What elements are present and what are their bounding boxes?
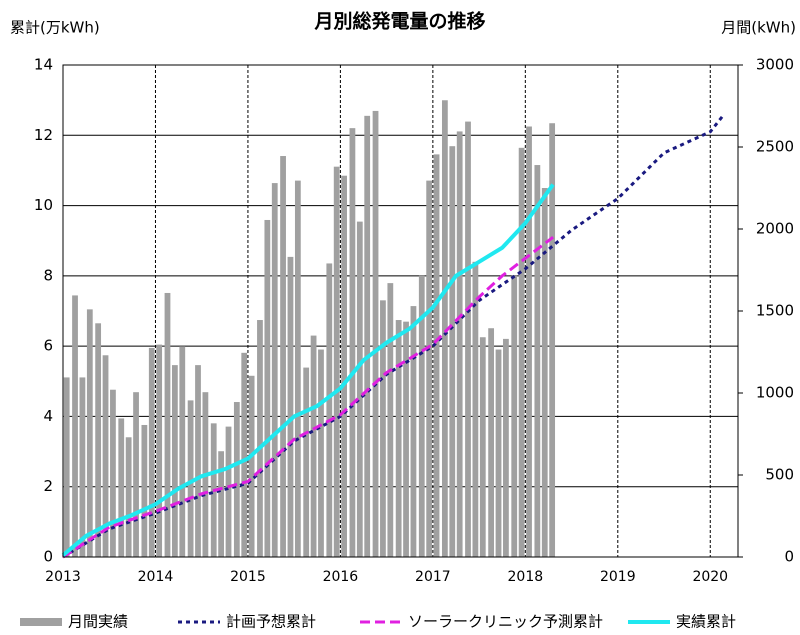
- bar: [133, 392, 139, 557]
- y-tick-label: 4: [43, 407, 53, 425]
- bar: [541, 188, 548, 557]
- y-tick-label: 10: [34, 196, 53, 214]
- bar: [86, 309, 93, 557]
- bar: [333, 166, 340, 557]
- bar: [95, 323, 102, 557]
- bar: [125, 437, 132, 557]
- bar: [403, 321, 409, 557]
- bar: [264, 219, 271, 558]
- y-tick-label: 12: [34, 126, 53, 144]
- bar: [318, 349, 324, 557]
- chart-title: 月別総発電量の推移: [313, 10, 485, 33]
- legend-label: ソーラークリニック予測累計: [408, 613, 603, 631]
- bar: [395, 320, 402, 557]
- bar: [372, 110, 379, 558]
- bar: [488, 328, 495, 557]
- x-tick-label: 2015: [230, 569, 266, 585]
- bar: [426, 180, 433, 557]
- bar: [118, 418, 125, 557]
- y2-tick-label: 2500: [756, 138, 794, 156]
- bar: [225, 426, 232, 557]
- x-tick-label: 2019: [600, 569, 636, 585]
- legend-swatch: [20, 618, 62, 626]
- bar: [241, 352, 248, 557]
- y2-tick-label: 3000: [756, 56, 794, 74]
- x-tick-label: 2020: [692, 569, 728, 585]
- bar: [364, 115, 371, 557]
- y2-tick-label: 1500: [756, 302, 794, 320]
- bar: [187, 400, 194, 557]
- bar: [495, 349, 502, 557]
- y2-tick-label: 0: [784, 548, 794, 566]
- bar: [195, 365, 201, 557]
- x-tick-label: 2017: [415, 569, 451, 585]
- y2-axis-label: 月間(kWh): [721, 19, 796, 37]
- bar: [526, 126, 532, 557]
- legend-label: 月間実績: [68, 613, 128, 631]
- line: [61, 183, 555, 557]
- bar: [456, 131, 463, 558]
- bar: [164, 292, 171, 557]
- y2-tick-label: 1000: [756, 384, 794, 402]
- bar: [503, 338, 509, 557]
- y2-tick-label: 2000: [756, 220, 794, 238]
- bar: [171, 365, 178, 557]
- bar: [271, 183, 278, 557]
- legend-label: 実績累計: [676, 613, 736, 631]
- bar: [79, 377, 86, 557]
- x-tick-label: 2016: [323, 569, 359, 585]
- bar: [310, 335, 317, 557]
- bar: [410, 306, 417, 557]
- line: [62, 236, 554, 559]
- y-tick-label: 0: [43, 548, 53, 566]
- y-tick-label: 2: [43, 477, 53, 495]
- bar: [511, 275, 518, 557]
- bar: [465, 121, 471, 557]
- plot-frame: [62, 64, 739, 558]
- y-tick-label: 6: [43, 337, 53, 355]
- bar: [549, 123, 556, 557]
- bar: [294, 180, 301, 557]
- bar: [218, 451, 225, 557]
- legend-label: 計画予想累計: [226, 613, 316, 631]
- bar: [280, 156, 286, 557]
- x-tick-label: 2014: [138, 569, 174, 585]
- bar: [141, 424, 148, 557]
- bar: [102, 355, 109, 557]
- bar: [518, 147, 525, 557]
- bar: [387, 283, 394, 557]
- bar: [156, 344, 163, 557]
- bar: [418, 275, 425, 557]
- bar: [110, 389, 116, 557]
- bar: [433, 154, 440, 557]
- y-axis-label: 累計(万kWh): [10, 19, 100, 37]
- bar: [248, 375, 255, 557]
- bar: [449, 146, 456, 557]
- bar: [63, 377, 70, 557]
- bar: [148, 347, 155, 557]
- bar: [479, 337, 486, 557]
- bar: [233, 402, 240, 557]
- bar: [341, 175, 347, 557]
- x-tick-label: 2013: [45, 569, 81, 585]
- bar: [72, 295, 78, 557]
- bar: [303, 367, 310, 557]
- bar: [441, 100, 448, 557]
- x-tick-label: 2018: [508, 569, 544, 585]
- bar: [534, 165, 541, 558]
- bar: [287, 256, 294, 557]
- bar: [356, 221, 363, 557]
- bar: [179, 346, 186, 557]
- y-tick-label: 8: [43, 266, 53, 284]
- y2-tick-label: 500: [765, 466, 794, 484]
- bar: [472, 261, 479, 557]
- y-tick-label: 14: [34, 56, 53, 74]
- bar: [349, 128, 356, 557]
- bar: [380, 300, 386, 557]
- bar: [257, 320, 263, 557]
- bar: [326, 263, 333, 557]
